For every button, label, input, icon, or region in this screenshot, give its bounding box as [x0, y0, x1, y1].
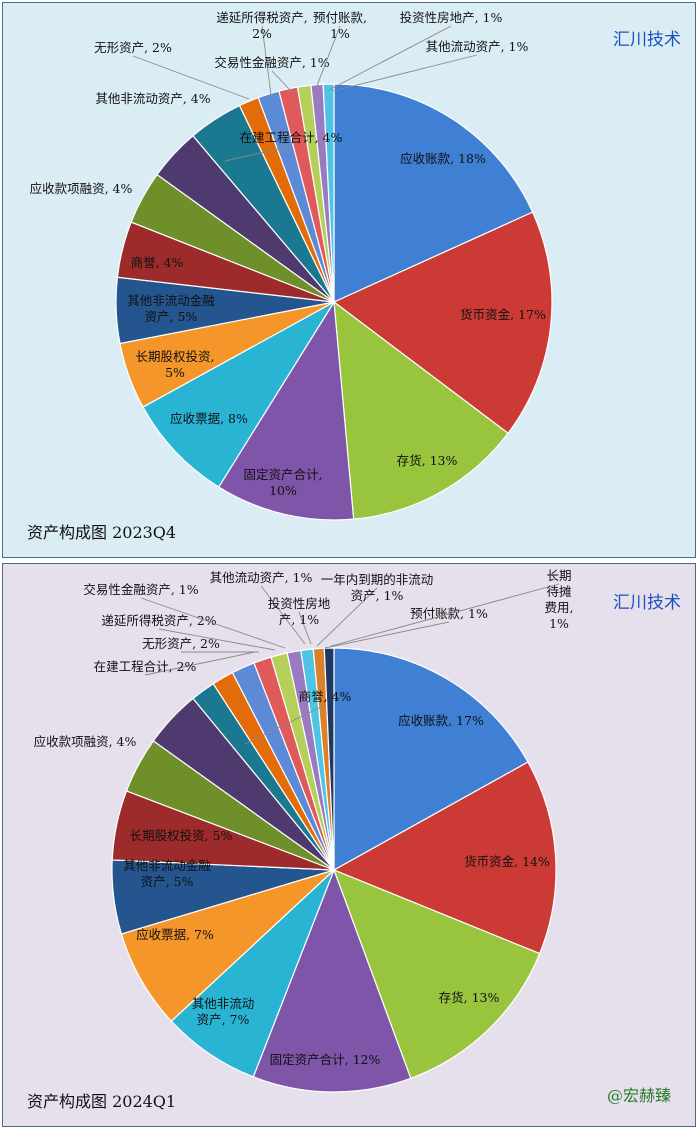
- slice-label: 投资性房地产, 1%: [268, 596, 331, 627]
- chart-panel-2023q4: 应收账款, 18% 货币资金, 17% 存货, 13% 固定资产合计, 10% 应收票据,…: [2, 2, 696, 558]
- slice-label: 无形资产, 2%: [142, 636, 220, 651]
- slice-label: 一年内到期的非流动资产, 1%: [321, 572, 434, 603]
- slice-label: 交易性金融资产, 1%: [83, 582, 198, 597]
- slice-4: [170, 869, 335, 1078]
- slice-1: [332, 211, 553, 435]
- slice-label: 长期股权投资, 5%: [130, 828, 233, 843]
- slice-label: 交易性金融资产, 1%: [214, 55, 329, 70]
- slice-0: [333, 83, 534, 303]
- leader-line: [332, 54, 478, 92]
- leader-line: [158, 628, 276, 651]
- slice-5: [120, 869, 335, 1022]
- pie-chart-2023q4: 应收账款, 18% 货币资金, 17% 存货, 13% 固定资产合计, 10% 应收票据,…: [30, 10, 553, 521]
- chart-title: 资产构成图 2023Q4: [27, 523, 177, 542]
- leader-line: [132, 55, 250, 100]
- slice-label: 投资性房地产, 1%: [400, 10, 503, 25]
- pie-slices: [111, 647, 557, 1093]
- leader-line: [140, 597, 286, 649]
- slice-label: 应收账款, 18%: [400, 151, 486, 166]
- slice-label: 其他流动资产, 1%: [426, 39, 529, 54]
- slice-0: [333, 647, 529, 872]
- slice-label: 其他非流动金融资产, 5%: [127, 293, 215, 324]
- slice-label: 应收票据, 8%: [170, 411, 248, 426]
- slice-2: [332, 868, 541, 1080]
- leader-line: [260, 585, 306, 645]
- slice-label: 应收款项融资, 4%: [34, 734, 137, 749]
- slice-label: 其他非流动金融资产, 5%: [123, 858, 211, 889]
- leader-line: [316, 587, 378, 647]
- leader-line: [330, 583, 560, 647]
- slice-label: 预付账款, 1%: [313, 10, 367, 41]
- leader-line: [314, 25, 341, 92]
- watermark: @宏赫臻: [606, 1086, 671, 1105]
- leader-line: [224, 145, 292, 162]
- slice-label: 在建工程合计, 2%: [94, 659, 197, 674]
- slice-label: 固定资产合计, 12%: [270, 1052, 381, 1067]
- slice-3: [217, 300, 355, 521]
- slice-4: [142, 300, 336, 488]
- leader-line: [144, 651, 256, 676]
- slice-18: [323, 647, 335, 871]
- slice-label: 长期待摊费用, 1%: [545, 568, 574, 631]
- leader-line: [324, 621, 450, 649]
- leader-line: [261, 25, 272, 96]
- slice-label: 应收款项融资, 4%: [30, 181, 133, 196]
- slice-label: 递延所得税资产, 2%: [216, 10, 307, 41]
- slice-label: 其他非流动资产, 7%: [192, 996, 255, 1027]
- slice-label: 应收票据, 7%: [136, 927, 214, 942]
- slice-label: 存货, 13%: [397, 453, 458, 468]
- slice-label: 固定资产合计, 10%: [244, 467, 323, 498]
- slice-label: 在建工程合计, 4%: [240, 130, 343, 145]
- slice-label: 货币资金, 14%: [464, 854, 550, 869]
- slice-16: [322, 83, 335, 303]
- slice-3: [252, 868, 412, 1093]
- slice-label: 其他非流动资产, 4%: [95, 91, 210, 106]
- slice-1: [332, 761, 557, 955]
- slice-label: 存货, 13%: [439, 990, 500, 1005]
- pie-chart-2024q1: 应收账款, 17% 货币资金, 14% 存货, 13% 固定资产合计, 12% 其他非流…: [34, 568, 574, 1093]
- leader-line: [298, 611, 312, 645]
- slice-labels: 应收账款, 17% 货币资金, 14% 存货, 13% 固定资产合计, 12% 其他非流…: [34, 568, 574, 1067]
- slice-label: 其他流动资产, 1%: [210, 570, 313, 585]
- pie-slices: [115, 83, 553, 521]
- company-name: 汇川技术: [613, 593, 681, 613]
- leader-line: [244, 704, 326, 745]
- leader-line: [271, 70, 294, 94]
- slice-label: 商誉, 4%: [131, 255, 184, 270]
- slice-2: [333, 300, 509, 520]
- slice-label: 递延所得税资产, 2%: [101, 613, 216, 628]
- leader-line: [326, 25, 452, 92]
- chart-title: 资产构成图 2024Q1: [27, 1092, 177, 1111]
- chart-panel-2024q1: 应收账款, 17% 货币资金, 14% 存货, 13% 固定资产合计, 12% 其他非流…: [2, 563, 696, 1127]
- slice-label: 应收账款, 17%: [398, 713, 484, 728]
- slice-label: 货币资金, 17%: [460, 307, 546, 322]
- slice-label: 无形资产, 2%: [94, 40, 172, 55]
- slice-label: 长期股权投资, 5%: [136, 349, 215, 380]
- company-name: 汇川技术: [613, 30, 681, 50]
- slice-label: 商誉, 4%: [299, 689, 352, 704]
- slice-labels: 应收账款, 18% 货币资金, 17% 存货, 13% 固定资产合计, 10% 应收票据,…: [30, 10, 546, 498]
